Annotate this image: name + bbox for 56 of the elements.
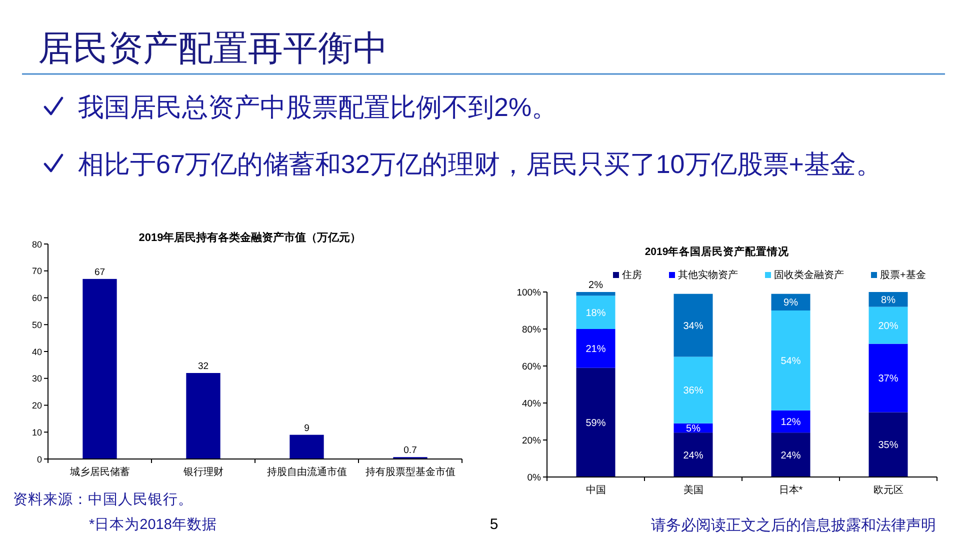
ytick: 100% bbox=[516, 287, 541, 298]
ytick: 80% bbox=[522, 324, 541, 336]
legend-label: 股票+基金 bbox=[880, 270, 926, 281]
xtick: 持有股票型基金市值 bbox=[365, 467, 456, 478]
data-label: 36% bbox=[683, 386, 704, 397]
data-label: 24% bbox=[683, 450, 704, 462]
data-label: 18% bbox=[586, 308, 606, 319]
xtick: 城乡居民储蓄 bbox=[70, 467, 130, 478]
chart-title: 2019年居民持有各类金融资产市值（万亿元） bbox=[138, 232, 362, 244]
annotation: 相比于67万亿的储蓄和32万亿的理财，居民只买了10万亿股票+基金。 bbox=[78, 149, 882, 179]
data-label: 9% bbox=[784, 298, 798, 309]
data-label: 24% bbox=[780, 450, 801, 462]
data-label: 5% bbox=[686, 423, 700, 434]
annotation: 资料来源：中国人民银行。 bbox=[13, 492, 193, 508]
data-label: 0.7 bbox=[404, 445, 417, 456]
ytick: 80 bbox=[32, 239, 42, 250]
data-label: 20% bbox=[878, 320, 898, 332]
legend-label: 住房 bbox=[622, 270, 642, 281]
xtick: 中国 bbox=[586, 485, 606, 496]
data-label: 34% bbox=[683, 320, 704, 332]
ytick: 20% bbox=[522, 435, 541, 446]
data-label: 8% bbox=[881, 294, 896, 306]
data-label: 59% bbox=[586, 418, 606, 429]
data-label: 2% bbox=[588, 280, 603, 291]
ytick: 10 bbox=[32, 427, 42, 438]
slide-title: 居民资产配置再平衡中 bbox=[38, 29, 388, 69]
ytick: 50 bbox=[32, 320, 42, 330]
data-label: 32 bbox=[198, 361, 209, 372]
data-label: 35% bbox=[878, 440, 898, 452]
ytick: 70 bbox=[32, 266, 42, 276]
data-label: 9 bbox=[304, 422, 310, 434]
ytick: 60 bbox=[32, 293, 42, 304]
xtick: 持股自由流通市值 bbox=[266, 467, 347, 478]
xtick: 美国 bbox=[683, 485, 704, 496]
legend-label: 固收类金融资产 bbox=[774, 270, 844, 281]
annotation: 我国居民总资产中股票配置比例不到2%。 bbox=[78, 92, 558, 122]
ytick: 30 bbox=[32, 374, 42, 384]
legend-label: 其他实物资产 bbox=[678, 270, 738, 281]
xtick: 日本* bbox=[778, 485, 803, 496]
xtick: 银行理财 bbox=[183, 467, 224, 478]
data-label: 12% bbox=[780, 417, 801, 428]
data-label: 67 bbox=[94, 266, 106, 278]
ytick: 60% bbox=[522, 361, 541, 372]
annotation: *日本为2018年数据 bbox=[89, 517, 217, 533]
ytick: 40% bbox=[522, 398, 541, 410]
data-label: 21% bbox=[586, 344, 606, 355]
ytick: 40 bbox=[32, 346, 42, 357]
chart-title: 2019年各国居民资产配置情况 bbox=[644, 246, 790, 258]
xtick: 欧元区 bbox=[873, 485, 904, 496]
ytick: 0% bbox=[527, 472, 541, 484]
data-label: 37% bbox=[878, 374, 898, 385]
ytick: 20 bbox=[32, 400, 42, 411]
annotation: 请务必阅读正文之后的信息披露和法律声明 bbox=[651, 517, 936, 534]
data-label: 54% bbox=[780, 356, 801, 367]
annotation: 5 bbox=[490, 516, 498, 533]
ytick: 0 bbox=[36, 454, 42, 464]
